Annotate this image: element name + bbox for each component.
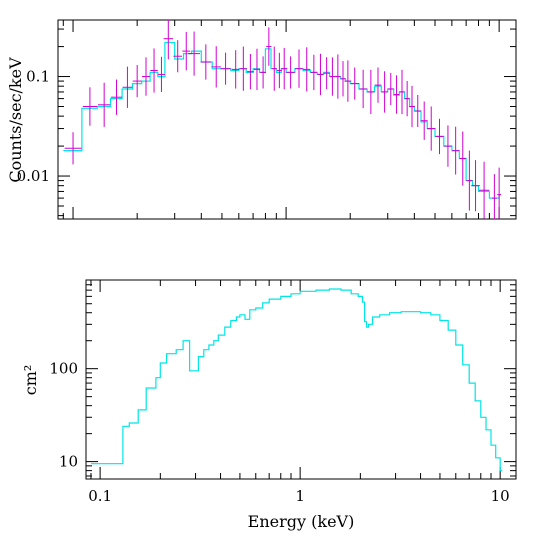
data-point (427, 106, 436, 151)
counts-panel-frame (57, 19, 517, 220)
data-point (239, 46, 247, 91)
data-point (266, 27, 272, 66)
data-point (381, 71, 388, 113)
data-point (344, 60, 352, 102)
x-tick-label: 10 (491, 487, 510, 505)
data-point (211, 46, 221, 88)
data-point (122, 66, 133, 108)
data-point (374, 67, 382, 103)
data-point (329, 57, 336, 96)
model-line (63, 41, 502, 199)
data-point (64, 132, 82, 165)
data-point (466, 150, 473, 211)
data-point (414, 94, 421, 128)
counts-panel-y-tick-labels: 0.01 0.1 (17, 68, 50, 186)
data-point (260, 56, 266, 89)
area-panel-frame (85, 279, 517, 480)
counts-panel-ticks (58, 20, 516, 219)
data-point (200, 44, 212, 80)
data-point (132, 65, 142, 98)
data-point (231, 50, 240, 89)
data-point (399, 69, 405, 115)
area-panel-y-tick-labels: 10 100 (49, 360, 78, 471)
y-tick-label: 100 (49, 360, 78, 378)
area-panel-series (91, 288, 503, 472)
data-point (310, 54, 318, 91)
counts-ylabel: Counts/sec/keV (6, 57, 25, 183)
data-point (497, 167, 502, 219)
data-point (82, 87, 98, 126)
data-point (435, 118, 444, 155)
data-point (323, 57, 330, 90)
data-point (359, 69, 368, 109)
data-point (409, 85, 415, 128)
data-point (303, 47, 311, 92)
data-point (295, 49, 303, 88)
data-point (97, 82, 111, 127)
data-point (452, 126, 460, 175)
data-point (350, 67, 359, 100)
area-ylabel: cm² (21, 365, 40, 396)
data-point (173, 40, 182, 73)
data-point (150, 48, 158, 93)
area-panel-x-tick-labels: 0.1 1 10 (88, 487, 510, 505)
x-tick-label: 0.1 (88, 487, 112, 505)
data-point (276, 52, 282, 89)
data-point (253, 48, 261, 91)
x-tick-label: 1 (295, 487, 305, 505)
data-point (163, 20, 174, 60)
data-point (286, 56, 295, 89)
data-point (158, 56, 165, 93)
data-point (420, 101, 428, 140)
counts-panel-series (63, 20, 502, 219)
data-point (367, 69, 375, 115)
data-point (141, 57, 151, 96)
counts-panel: 0.01 0.1 Counts/sec/keV (6, 19, 517, 220)
area-panel-ticks (86, 279, 516, 479)
data-point (111, 79, 122, 115)
data-point (459, 131, 467, 186)
data-point (471, 160, 480, 212)
data-point (271, 46, 277, 91)
data-point (281, 47, 288, 90)
model-line (91, 288, 503, 472)
data-point (492, 174, 497, 219)
data-point (335, 54, 341, 99)
y-tick-label: 10 (59, 453, 78, 471)
data-point (182, 31, 191, 71)
data-point (317, 53, 324, 96)
area-panel: 10 100 0.1 1 10 cm² Energy (keV) (21, 279, 517, 531)
y-tick-label: 0.1 (26, 68, 50, 86)
data-point (393, 75, 400, 114)
data-point (188, 31, 200, 76)
data-point (478, 161, 490, 219)
energy-xlabel: Energy (keV) (248, 512, 355, 531)
data-point (247, 53, 254, 90)
data-point (444, 125, 452, 167)
data-point (220, 52, 231, 85)
data-point (340, 61, 346, 97)
data-point (404, 80, 410, 117)
data-point (387, 72, 394, 106)
y-tick-label: 0.01 (17, 167, 50, 185)
